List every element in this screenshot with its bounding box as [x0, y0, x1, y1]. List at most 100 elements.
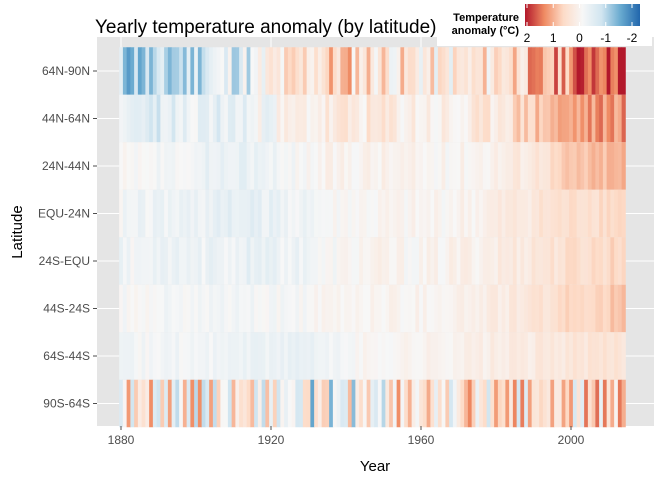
- heatmap-cell: [494, 94, 499, 143]
- heatmap-cell: [329, 332, 334, 380]
- heatmap-cell: [527, 142, 533, 190]
- heatmap-cell: [580, 189, 585, 238]
- heatmap-cell: [194, 284, 199, 333]
- heatmap-cell: [385, 189, 390, 238]
- heatmap-cell: [381, 47, 386, 95]
- heatmap-cell: [520, 189, 525, 238]
- heatmap-cell: [182, 142, 188, 190]
- heatmap-cell: [490, 94, 495, 143]
- y-tick-label: 24S-EQU: [39, 254, 90, 268]
- heatmap-cell: [467, 379, 473, 428]
- heatmap-cell: [602, 284, 608, 333]
- heatmap-cell: [167, 47, 173, 95]
- heatmap-cell: [314, 47, 319, 95]
- heatmap-cell: [584, 94, 589, 143]
- heatmap-cell: [291, 237, 296, 285]
- heatmap-cell: [617, 94, 623, 143]
- heatmap-cell: [254, 142, 259, 190]
- heatmap-cell: [366, 94, 371, 143]
- heatmap-cell: [287, 284, 293, 333]
- heatmap-cell: [617, 47, 623, 95]
- heatmap-cell: [362, 237, 368, 285]
- heatmap-cell: [242, 237, 248, 285]
- heatmap-cell: [550, 237, 555, 285]
- heatmap-cell: [411, 189, 416, 238]
- heatmap-cell: [381, 237, 386, 285]
- heatmap-cell: [137, 237, 143, 285]
- heatmap-cell: [422, 142, 428, 190]
- heatmap-cell: [287, 189, 293, 238]
- heatmap-cell: [396, 142, 401, 190]
- heatmap-cell: [557, 94, 563, 143]
- heatmap-cell: [269, 284, 274, 333]
- heatmap-cell: [595, 142, 600, 190]
- heatmap-cell: [359, 142, 364, 190]
- heatmap-cell: [130, 379, 135, 428]
- heatmap-cell: [332, 94, 338, 143]
- heatmap-cell: [370, 142, 375, 190]
- heatmap-cell: [392, 237, 398, 285]
- heatmap-cell: [430, 94, 435, 143]
- heatmap-cell: [587, 189, 593, 238]
- heatmap-cell: [557, 142, 563, 190]
- heatmap-cell: [175, 47, 180, 95]
- heatmap-cell: [231, 379, 236, 428]
- heatmap-cell: [152, 237, 158, 285]
- heatmap-cell: [366, 284, 371, 333]
- heatmap-cell: [137, 47, 143, 95]
- heatmap-cell: [512, 142, 518, 190]
- heatmap-cell: [231, 94, 236, 143]
- heatmap-cell: [464, 47, 469, 95]
- heatmap-cell: [145, 379, 150, 428]
- heatmap-cell: [520, 47, 525, 95]
- heatmap-cell: [385, 47, 390, 95]
- heatmap-cell: [411, 94, 416, 143]
- heatmap-cell: [119, 94, 124, 143]
- heatmap-cell: [205, 379, 210, 428]
- heatmap-cell: [355, 142, 360, 190]
- heatmap-cell: [194, 94, 199, 143]
- heatmap-cell: [167, 189, 173, 238]
- heatmap-cell: [389, 284, 394, 333]
- heatmap-cell: [190, 237, 195, 285]
- heatmap-cell: [145, 237, 150, 285]
- heatmap-cell: [137, 142, 143, 190]
- heatmap-cell: [449, 332, 454, 380]
- heatmap-cell: [531, 379, 536, 428]
- heatmap-cell: [572, 284, 578, 333]
- heatmap-cell: [389, 189, 394, 238]
- heatmap-cell: [119, 284, 124, 333]
- heatmap-cell: [325, 142, 330, 190]
- heatmap-cell: [501, 332, 506, 380]
- heatmap-cell: [467, 237, 473, 285]
- heatmap-cell: [295, 189, 300, 238]
- heatmap-cell: [302, 284, 308, 333]
- heatmap-cell: [171, 237, 176, 285]
- heatmap-cell: [269, 47, 274, 95]
- heatmap-cell: [336, 142, 341, 190]
- heatmap-cell: [362, 189, 368, 238]
- heatmap-cell: [610, 189, 615, 238]
- heatmap-cell: [415, 189, 420, 238]
- heatmap-cell: [119, 379, 124, 428]
- heatmap-cell: [257, 379, 263, 428]
- heatmap-cell: [201, 379, 206, 428]
- heatmap-cell: [486, 379, 491, 428]
- heatmap-cell: [149, 189, 154, 238]
- heatmap-cell: [374, 237, 379, 285]
- heatmap-cell: [501, 47, 506, 95]
- heatmap-cell: [370, 284, 375, 333]
- heatmap-cell: [145, 189, 150, 238]
- heatmap-cell: [524, 47, 529, 95]
- heatmap-cell: [595, 379, 600, 428]
- heatmap-cell: [404, 237, 409, 285]
- heatmap-cell: [475, 142, 480, 190]
- heatmap-cell: [509, 189, 514, 238]
- heatmap-cell: [231, 142, 236, 190]
- heatmap-cell: [126, 332, 131, 380]
- heatmap-cell: [471, 47, 476, 95]
- heatmap-cell: [254, 284, 259, 333]
- heatmap-cell: [614, 142, 619, 190]
- heatmap-cell: [227, 284, 233, 333]
- heatmap-cell: [561, 332, 566, 380]
